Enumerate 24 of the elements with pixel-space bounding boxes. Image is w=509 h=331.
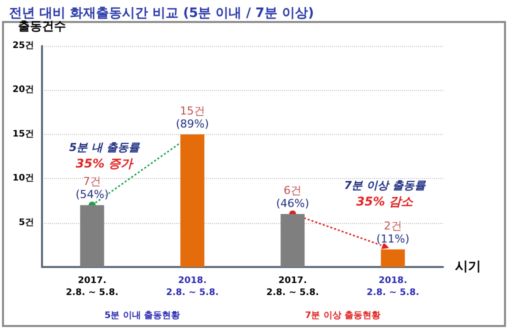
data-label: 6건 (46%) (276, 184, 310, 210)
y-tick-label: 20건 (12, 85, 34, 96)
y-tick-label: 15건 (12, 129, 34, 140)
x-tick-label: 2018. 2.8. ~ 5.8. (366, 276, 420, 298)
y-tick-label: 5건 (18, 218, 34, 228)
bar (180, 134, 204, 267)
bar (80, 205, 104, 267)
annotation: 7분 이상 출동률 35% 감소 (344, 179, 426, 209)
x-axis-title: 시기 (455, 260, 481, 274)
x-tick-label: 2017. 2.8. ~ 5.8. (66, 276, 118, 298)
text: 7분 이상 출동현황 (304, 310, 381, 321)
bar (280, 214, 305, 267)
x-tick-label: 2017. 2.8. ~ 5.8. (266, 276, 319, 298)
data-label: 15건 (89%) (176, 104, 209, 130)
chart-title: 전년 대비 화재출동시간 비교 (5분 이내 / 7분 이상) (9, 6, 314, 21)
data-label: 7건 (54%) (76, 175, 109, 202)
text: 5분 이내 출동현황 (104, 310, 180, 321)
annotation: 5분 내 출동률 35% 증가 (69, 141, 140, 171)
x-tick-label: 2018. 2.8. ~ 5.8. (166, 276, 219, 298)
data-label: 2건 (11%) (376, 219, 410, 246)
y-tick-label: 10건 (12, 174, 34, 184)
y-tick-label: 25건 (12, 41, 34, 51)
bar (380, 249, 405, 267)
y-axis-title: 출동건수 (18, 19, 66, 33)
